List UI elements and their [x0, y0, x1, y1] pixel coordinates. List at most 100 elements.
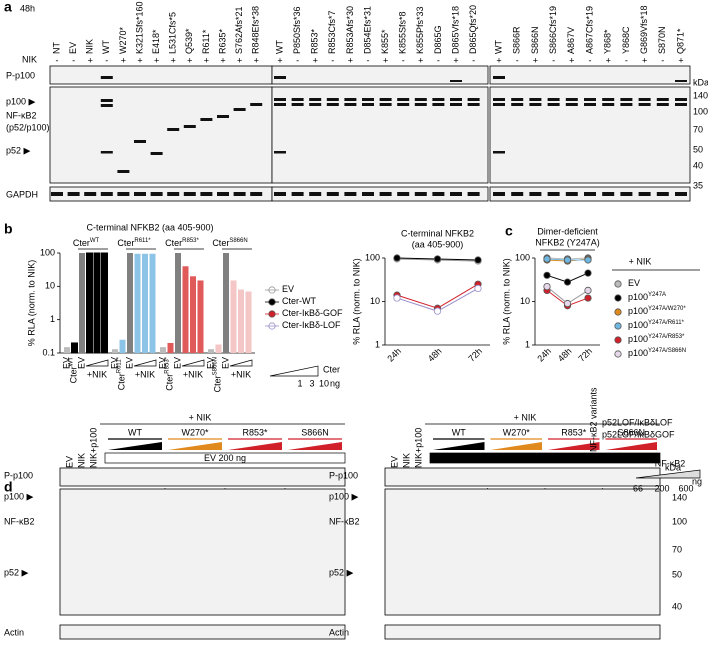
band: [51, 192, 63, 196]
chart-subtitle: NFKB2 (Y247A): [535, 237, 600, 247]
point: [393, 254, 401, 262]
nik-sign: +: [678, 55, 683, 65]
blot: [384, 624, 661, 640]
band: [274, 192, 286, 196]
kda-label: 140: [693, 90, 708, 100]
legend-label-base: p100: [628, 348, 648, 358]
band: [117, 170, 130, 173]
bar: [71, 342, 78, 354]
nik-sign: -: [472, 55, 475, 65]
dose-wedge: [108, 442, 162, 450]
band: [250, 192, 263, 196]
legend-label: Cter-WT: [282, 296, 316, 306]
bar: [208, 349, 214, 353]
nik-sign: -: [367, 55, 370, 65]
band: [183, 125, 196, 128]
group-title: CterR853*: [165, 238, 199, 249]
nik-sign: +: [254, 55, 259, 65]
legend-label-base: p100: [628, 334, 648, 344]
point: [584, 286, 592, 294]
band: [584, 103, 596, 106]
band: [511, 98, 524, 101]
band: [414, 192, 427, 196]
dose-title: Cter: [323, 364, 340, 374]
blot: [271, 86, 489, 184]
band: [547, 98, 560, 101]
kda-label: 40: [672, 601, 682, 611]
nik-sign: +: [453, 55, 458, 65]
point: [543, 271, 551, 279]
x-tick-label: EV: [172, 357, 182, 369]
nik-sign: +: [204, 55, 209, 65]
lane-label: S870N: [657, 26, 667, 54]
dose-label: 10: [319, 378, 329, 388]
lane-label: NIK: [85, 39, 95, 54]
kda-label: kDa: [665, 462, 681, 472]
y-tick-label: 1: [50, 314, 55, 324]
legend-label-base: Cter-IκBδ-GOF: [282, 308, 343, 318]
group-label: R853*: [561, 427, 587, 437]
bar: [238, 289, 244, 353]
dose-box-label: EV 200 ng: [204, 453, 246, 463]
lane-label: NIK+p100: [88, 428, 98, 468]
lane-label: NIK: [401, 453, 411, 468]
x-group-label-sup: R853*: [164, 356, 170, 373]
series-line: [396, 283, 479, 309]
band: [379, 192, 392, 196]
legend-label-sup: Y247A/R853*: [648, 334, 685, 340]
nik-sign: -: [72, 55, 75, 65]
nik-sign: +: [569, 55, 574, 65]
x-group-label-sup: S866N: [212, 357, 218, 375]
band: [326, 103, 339, 106]
dose-wedge: [269, 365, 319, 377]
band: [100, 192, 113, 196]
nik-sign: +: [277, 55, 282, 65]
bar: [64, 347, 70, 353]
lane-label: P850Sfs*36: [292, 6, 302, 54]
legend-item: p52LOF/IκBδGOF: [602, 429, 675, 439]
x-tick-label: EV: [109, 357, 119, 369]
lane-label: K855*: [380, 29, 390, 54]
band: [450, 103, 462, 106]
dose-wedge: [85, 359, 109, 367]
dose-wedge: [133, 359, 157, 367]
wedge-label: NF-κB2: [655, 458, 686, 468]
band: [656, 103, 669, 106]
lane-label: D865Qfs*20: [468, 5, 478, 54]
group-title-base: Cter: [212, 238, 229, 248]
bar: [182, 266, 189, 353]
legend-marker: [614, 322, 622, 330]
band: [326, 98, 339, 101]
blot: [271, 65, 489, 85]
band: [529, 98, 542, 101]
group-title-base: Cter: [117, 238, 134, 248]
kda-label: kDa: [693, 77, 708, 87]
band: [100, 151, 113, 154]
panel-label: a: [4, 0, 12, 15]
band: [291, 192, 304, 196]
band: [309, 98, 322, 101]
lane-label: WT: [101, 40, 111, 54]
nik-sign: +: [121, 55, 126, 65]
row-label: (p52/p100): [6, 122, 50, 132]
group-title: CterWT: [73, 238, 100, 249]
band: [638, 98, 651, 101]
band: [67, 192, 80, 196]
band: [100, 99, 113, 102]
band: [233, 108, 246, 111]
chart-subtitle: (aa 405-900): [412, 239, 464, 249]
band: [291, 98, 304, 101]
y-axis-title: % RLA (norm. to NIK): [501, 258, 511, 345]
bar: [93, 252, 101, 354]
band: [117, 192, 130, 196]
group-title-base: Cter: [165, 238, 182, 248]
x-group-label: CterR853*: [164, 356, 175, 390]
band: [584, 98, 596, 101]
band: [233, 192, 246, 196]
band: [511, 192, 524, 196]
dose-wedge: [288, 442, 342, 450]
band: [217, 115, 229, 118]
lane-label: WT: [493, 40, 503, 54]
lane-label: Q539*: [184, 28, 194, 54]
row-label: p52 ▶: [329, 567, 354, 577]
